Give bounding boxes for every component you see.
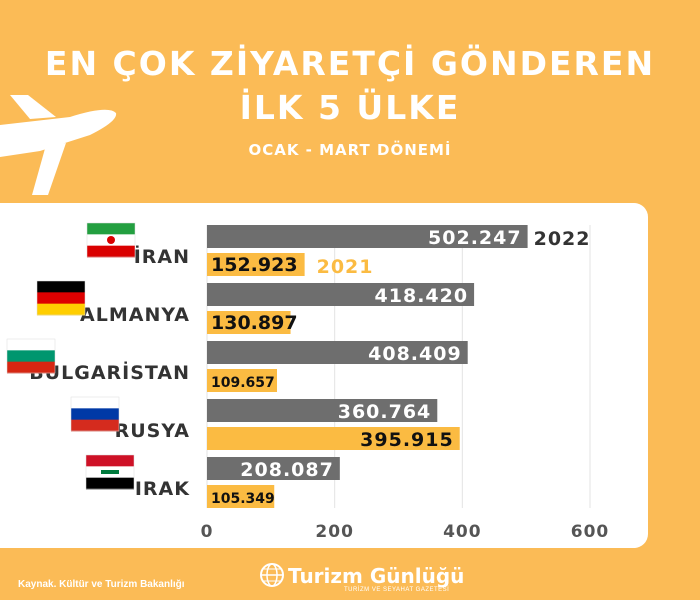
bulgaria-flag (6, 338, 56, 374)
bar-2022 (207, 457, 340, 480)
data-label-2022: 208.087 (240, 459, 334, 481)
globe-icon (258, 561, 286, 593)
source-note: Kaynak. Kültür ve Turizm Bakanlığı (18, 579, 185, 590)
bar-2022 (207, 341, 468, 364)
data-label-2021: 109.657 (211, 375, 275, 391)
bar-2021 (207, 311, 291, 334)
bar-2021 (207, 369, 277, 392)
x-tick-label: 400 (443, 522, 482, 542)
x-tick-label: 600 (571, 522, 610, 542)
page-title-line2: İLK 5 ÜLKE (239, 88, 461, 127)
page-subtitle: OCAK - MART DÖNEMİ (248, 141, 452, 159)
legend-2022: 2022 (534, 228, 591, 250)
bar-2021 (207, 485, 275, 508)
bar-2022 (207, 283, 475, 306)
iran-flag (86, 222, 136, 258)
data-label-2021: 152.923 (211, 254, 298, 276)
bar-2022 (207, 399, 438, 422)
legend-2021: 2021 (317, 256, 374, 278)
category-label: RUSYA (115, 420, 190, 442)
data-label-2022: 360.764 (338, 401, 432, 423)
data-label-2022: 408.409 (368, 343, 462, 365)
brand-name: Turizm Günlüğü (288, 564, 465, 588)
data-label-2021: 130.897 (211, 312, 298, 334)
data-label-2021: 395.915 (360, 429, 454, 451)
category-label: ALMANYA (80, 304, 190, 326)
russia-flag (70, 396, 120, 432)
airplane-icon (0, 95, 120, 209)
x-tick-label: 200 (315, 522, 354, 542)
iraq-flag (85, 454, 135, 490)
bar-2021 (207, 253, 305, 276)
category-label: İRAN (134, 244, 190, 268)
bar-2022 (207, 225, 528, 248)
category-label: IRAK (135, 478, 190, 500)
brand-tagline: TURİZM VE SEYAHAT GAZETESİ (344, 587, 450, 593)
data-label-2021: 105.349 (211, 491, 275, 507)
page-title: EN ÇOK ZİYARETÇİ GÖNDEREN (44, 44, 656, 83)
germany-flag (36, 280, 86, 316)
category-label: BULGARİSTAN (29, 360, 190, 384)
data-label-2022: 502.247 (428, 227, 522, 249)
chart-card: 0 200 400 600 502.247 152.923 İRAN 2022 2021 418.… (0, 203, 648, 548)
x-tick-label: 0 (201, 522, 214, 542)
data-label-2022: 418.420 (375, 285, 469, 307)
bar-2021 (207, 427, 460, 450)
bar-chart: 0 200 400 600 502.247 152.923 İRAN 2022 2021418.… (6, 222, 610, 542)
